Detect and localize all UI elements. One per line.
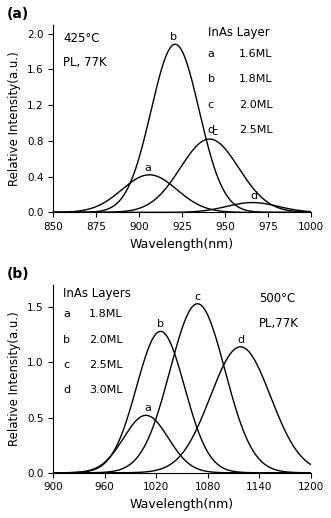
X-axis label: Wavelength(nm): Wavelength(nm) [130, 498, 234, 511]
Text: d: d [64, 385, 71, 395]
Text: b: b [170, 33, 177, 42]
Text: (b): (b) [7, 267, 29, 281]
Text: 425°C: 425°C [64, 32, 100, 45]
Text: d: d [208, 125, 215, 135]
Y-axis label: Relative Intensity(a.u.): Relative Intensity(a.u.) [8, 311, 21, 446]
Text: a: a [144, 403, 151, 413]
Y-axis label: Relative Intensity(a.u.): Relative Intensity(a.u.) [8, 51, 21, 186]
Text: d: d [237, 335, 244, 344]
Text: c: c [64, 360, 70, 370]
Text: c: c [212, 127, 218, 137]
X-axis label: Wavelength(nm): Wavelength(nm) [130, 238, 234, 251]
Text: b: b [208, 75, 215, 84]
Text: a: a [64, 309, 70, 320]
Text: 2.5ML: 2.5ML [239, 125, 272, 135]
Text: a: a [144, 163, 151, 173]
Text: 1.6ML: 1.6ML [239, 49, 272, 59]
Text: InAs Layers: InAs Layers [64, 287, 131, 300]
Text: 2.5ML: 2.5ML [89, 360, 123, 370]
Text: 500°C: 500°C [260, 293, 296, 306]
Text: c: c [208, 99, 214, 110]
Text: b: b [64, 335, 71, 345]
Text: d: d [251, 191, 258, 201]
Text: InAs Layer: InAs Layer [208, 26, 269, 39]
Text: PL,77K: PL,77K [260, 317, 299, 330]
Text: c: c [194, 292, 201, 301]
Text: 1.8ML: 1.8ML [239, 75, 272, 84]
Text: PL, 77K: PL, 77K [64, 56, 107, 69]
Text: 2.0ML: 2.0ML [239, 99, 272, 110]
Text: b: b [157, 319, 164, 329]
Text: 3.0ML: 3.0ML [89, 385, 123, 395]
Text: 1.8ML: 1.8ML [89, 309, 123, 320]
Text: a: a [208, 49, 215, 59]
Text: (a): (a) [7, 7, 29, 21]
Text: 2.0ML: 2.0ML [89, 335, 123, 345]
